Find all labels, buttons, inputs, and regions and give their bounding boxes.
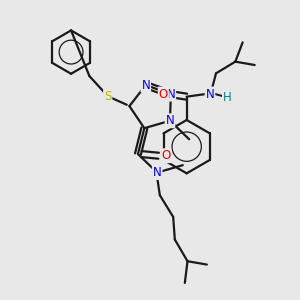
Text: N: N	[167, 88, 175, 100]
Text: N: N	[206, 88, 214, 100]
Text: O: O	[159, 88, 168, 100]
Text: N: N	[141, 79, 150, 92]
Text: H: H	[223, 91, 232, 104]
Text: S: S	[104, 90, 111, 103]
Text: N: N	[153, 166, 161, 179]
Text: O: O	[161, 149, 171, 162]
Text: N: N	[166, 114, 174, 127]
